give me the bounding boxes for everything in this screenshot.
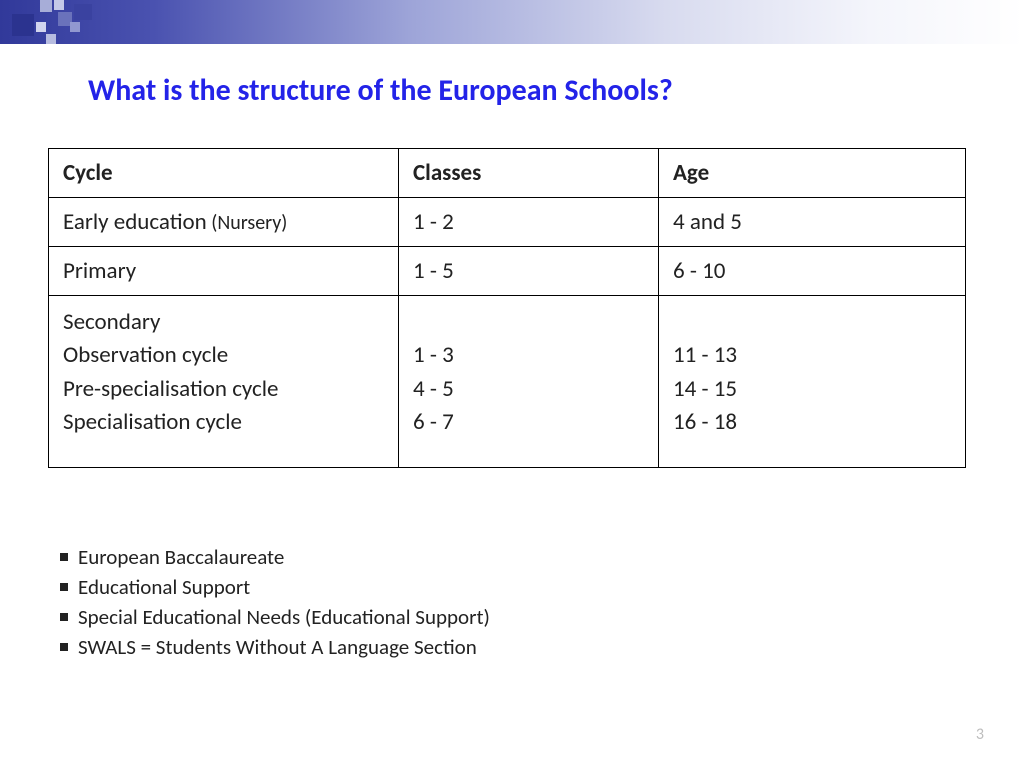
decoration-square — [70, 22, 80, 32]
bullet-text: SWALS = Students Without A Language Sect… — [78, 634, 477, 660]
cell-cycle: Secondary Observation cycle Pre-speciali… — [49, 296, 399, 468]
bullet-item: Special Educational Needs (Educational S… — [60, 604, 490, 630]
col-header-classes: Classes — [399, 149, 659, 198]
decoration-square — [54, 0, 64, 10]
age-line — [673, 306, 951, 339]
cycle-line: Pre-specialisation cycle — [63, 373, 384, 406]
age-line: 11 - 13 — [673, 339, 951, 372]
cell-classes: 1 - 5 — [399, 247, 659, 296]
classes-line: 1 - 3 — [413, 339, 644, 372]
bullet-item: Educational Support — [60, 574, 490, 600]
decoration-square — [74, 4, 92, 20]
age-line: 16 - 18 — [673, 406, 951, 439]
cell-cycle: Primary — [49, 247, 399, 296]
square-bullet-icon — [60, 613, 68, 621]
square-bullet-icon — [60, 553, 68, 561]
cell-age: 11 - 13 14 - 15 16 - 18 — [659, 296, 966, 468]
age-line: 14 - 15 — [673, 373, 951, 406]
classes-line: 6 - 7 — [413, 406, 644, 439]
header-gradient-band — [0, 0, 1024, 44]
cell-cycle: Early education (Nursery) — [49, 198, 399, 247]
bullet-item: European Baccalaureate — [60, 544, 490, 570]
classes-line: 4 - 5 — [413, 373, 644, 406]
decoration-square — [46, 34, 56, 44]
page-number: 3 — [976, 725, 984, 744]
structure-table: Cycle Classes Age Early education (Nurse… — [48, 148, 966, 468]
table-row: Early education (Nursery) 1 - 2 4 and 5 — [49, 198, 966, 247]
cycle-line: Observation cycle — [63, 339, 384, 372]
table-row: Primary 1 - 5 6 - 10 — [49, 247, 966, 296]
structure-table-container: Cycle Classes Age Early education (Nurse… — [48, 148, 966, 468]
classes-line — [413, 306, 644, 339]
square-bullet-icon — [60, 583, 68, 591]
table-row: Secondary Observation cycle Pre-speciali… — [49, 296, 966, 468]
decoration-square — [40, 0, 52, 12]
col-header-age: Age — [659, 149, 966, 198]
square-bullet-icon — [60, 643, 68, 651]
bullet-text: European Baccalaureate — [78, 544, 284, 570]
corner-pixel-decoration — [0, 0, 110, 55]
bullet-text: Special Educational Needs (Educational S… — [78, 604, 490, 630]
cycle-main: Early education — [63, 208, 207, 236]
cell-classes: 1 - 3 4 - 5 6 - 7 — [399, 296, 659, 468]
decoration-square — [12, 14, 34, 36]
table-header-row: Cycle Classes Age — [49, 149, 966, 198]
col-header-cycle: Cycle — [49, 149, 399, 198]
cell-age: 4 and 5 — [659, 198, 966, 247]
slide-title: What is the structure of the European Sc… — [88, 72, 673, 109]
cell-classes: 1 - 2 — [399, 198, 659, 247]
bullet-list: European Baccalaureate Educational Suppor… — [60, 544, 490, 664]
cell-age: 6 - 10 — [659, 247, 966, 296]
bullet-item: SWALS = Students Without A Language Sect… — [60, 634, 490, 660]
cycle-line: Secondary — [63, 306, 384, 339]
cycle-line: Specialisation cycle — [63, 406, 384, 439]
cycle-paren: (Nursery) — [207, 211, 288, 235]
bullet-text: Educational Support — [78, 574, 250, 600]
decoration-square — [36, 22, 46, 32]
